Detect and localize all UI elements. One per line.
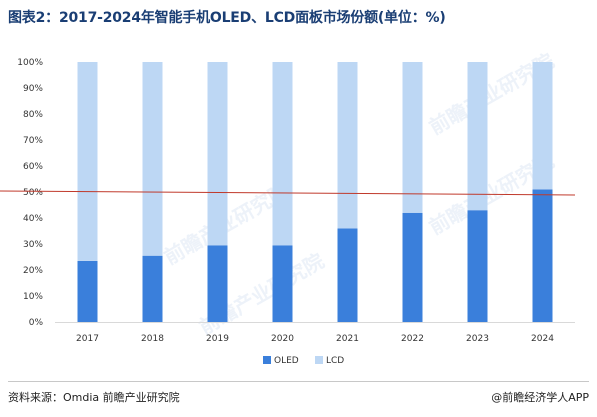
y-tick-label: 80% xyxy=(23,110,43,120)
reference-line-layer xyxy=(0,190,576,196)
bar-lcd-2024 xyxy=(532,62,553,190)
x-tick-label: 2023 xyxy=(466,334,489,344)
y-tick-label: 70% xyxy=(23,136,43,146)
bar-lcd-2020 xyxy=(272,62,293,246)
x-tick-label: 2020 xyxy=(271,334,294,344)
bar-lcd-2021 xyxy=(337,62,358,229)
bar-oled-2018 xyxy=(142,255,163,322)
legend-label-lcd: LCD xyxy=(326,356,344,366)
brand-credit: @前瞻经济学人APP xyxy=(491,391,589,404)
x-tick-label: 2019 xyxy=(206,334,229,344)
bar-oled-2021 xyxy=(337,228,358,322)
legend-swatch-lcd xyxy=(315,356,323,364)
bar-oled-2020 xyxy=(272,245,293,322)
bar-oled-2017 xyxy=(77,260,98,322)
bar-lcd-2019 xyxy=(207,62,228,246)
legend-label-oled: OLED xyxy=(274,356,299,366)
y-tick-label: 0% xyxy=(29,318,44,328)
x-axis: 2017 2018 2019 2020 2021 2022 2023 2024 xyxy=(55,322,575,344)
bars-layer xyxy=(77,62,553,322)
legend: OLED LCD xyxy=(263,356,344,366)
y-tick-label: 60% xyxy=(23,162,43,172)
legend-swatch-oled xyxy=(263,356,271,364)
bar-lcd-2023 xyxy=(467,62,488,211)
x-tick-label: 2017 xyxy=(76,334,99,344)
chart-title: 图表2：2017-2024年智能手机OLED、LCD面板市场份额(单位：%) xyxy=(8,10,446,26)
y-tick-label: 40% xyxy=(23,214,43,224)
bar-oled-2024 xyxy=(532,189,553,322)
bar-lcd-2022 xyxy=(402,62,423,213)
y-tick-label: 10% xyxy=(23,292,43,302)
y-tick-label: 20% xyxy=(23,266,43,276)
reference-line-50 xyxy=(0,190,576,196)
x-tick-label: 2018 xyxy=(141,334,164,344)
bar-lcd-2017 xyxy=(77,62,98,261)
y-axis: 0% 10% 20% 30% 40% 50% 60% 70% 80% 90% 100% xyxy=(17,58,43,328)
y-tick-label: 50% xyxy=(23,188,43,198)
bar-oled-2019 xyxy=(207,245,228,322)
source-note: 资料来源：Omdia 前瞻产业研究院 xyxy=(8,391,180,404)
y-tick-label: 30% xyxy=(23,240,43,250)
footer-divider xyxy=(8,381,589,382)
x-tick-label: 2022 xyxy=(401,334,424,344)
bar-oled-2022 xyxy=(402,212,423,322)
bar-lcd-2018 xyxy=(142,62,163,256)
x-tick-label: 2024 xyxy=(531,334,554,344)
y-tick-label: 100% xyxy=(17,58,43,68)
bar-oled-2023 xyxy=(467,210,488,322)
x-tick-label: 2021 xyxy=(336,334,359,344)
y-tick-label: 90% xyxy=(23,84,43,94)
